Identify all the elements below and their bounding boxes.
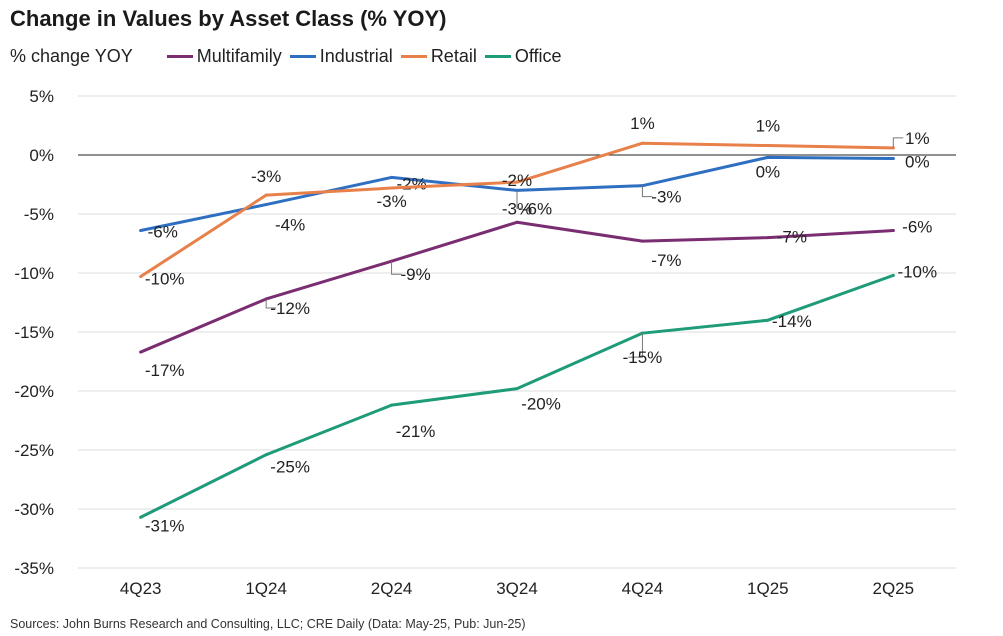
source-note: Sources: John Burns Research and Consult… [10,617,526,631]
x-tick-label: 1Q24 [245,579,287,598]
leader-line [892,137,904,148]
data-label-retail: -2% [502,171,532,190]
legend-swatch-multifamily [166,54,193,58]
data-label-multifamily: -7% [777,228,807,247]
y-tick-label: 5% [29,87,54,106]
legend-label-multifamily: Multifamily [196,45,282,66]
data-label-office: -20% [521,395,561,414]
y-tick-label: -5% [24,205,54,224]
data-label-multifamily: -9% [400,265,430,284]
data-point-office [515,387,519,391]
x-tick-label: 1Q25 [747,579,789,598]
data-point-industrial [766,155,770,159]
data-point-retail [139,275,143,279]
data-point-multifamily [891,229,895,233]
legend-swatch-retail [400,54,427,58]
data-point-office [891,273,895,277]
legend-item-industrial: Industrial [289,45,393,67]
data-label-industrial: -4% [275,216,305,235]
x-tick-label: 3Q24 [496,579,538,598]
data-label-multifamily: -7% [651,251,681,270]
legend: % change YOY Multifamily Industrial Reta… [10,44,570,68]
y-axis-label: % change YOY [10,45,133,66]
data-label-industrial: -2% [396,174,426,193]
data-label-office: -31% [145,516,185,535]
leader-line [641,185,653,198]
data-label-multifamily: -6% [902,218,932,237]
data-point-office [390,403,394,407]
legend-item-multifamily: Multifamily [166,45,282,67]
data-label-office: -15% [623,348,663,367]
x-tick-label: 4Q24 [622,579,664,598]
data-label-retail: 1% [756,117,781,136]
leader-line [516,190,523,209]
y-tick-label: 0% [29,146,54,165]
data-label-multifamily: -17% [145,361,185,380]
data-point-industrial [891,157,895,161]
data-label-retail: 1% [630,114,655,133]
data-point-retail [390,186,394,190]
x-tick-label: 2Q24 [371,579,413,598]
data-point-multifamily [139,350,143,354]
data-label-multifamily: -12% [270,299,310,318]
data-point-office [139,515,143,519]
y-tick-label: -20% [14,382,54,401]
data-point-multifamily [640,239,644,243]
data-label-industrial: -3% [651,188,681,207]
data-label-retail: -10% [145,270,185,289]
data-point-office [766,318,770,322]
y-tick-label: -25% [14,441,54,460]
data-label-office: -14% [772,312,812,331]
data-point-retail [515,180,519,184]
data-label-industrial: 0% [756,162,781,181]
data-label-retail: 1% [905,129,930,148]
legend-label-retail: Retail [430,45,477,66]
data-point-retail [264,193,268,197]
legend-swatch-office [484,54,511,58]
x-tick-label: 2Q25 [872,579,914,598]
data-point-retail [766,144,770,148]
data-point-office [264,453,268,457]
data-point-industrial [390,175,394,179]
data-point-retail [640,141,644,145]
data-point-industrial [264,203,268,207]
y-tick-label: -10% [14,264,54,283]
legend-item-office: Office [484,45,562,67]
legend-label-industrial: Industrial [319,45,393,66]
data-label-industrial: -6% [148,223,178,242]
legend-swatch-industrial [289,54,316,58]
x-tick-label: 4Q23 [120,579,162,598]
data-label-office: -10% [897,262,937,281]
data-label-industrial: 0% [905,153,930,172]
leader-line [265,298,277,309]
leader-line [391,261,402,275]
legend-item-retail: Retail [400,45,477,67]
y-tick-label: -35% [14,559,54,578]
data-label-office: -21% [396,422,436,441]
data-label-industrial: -6% [522,199,552,218]
data-point-multifamily [515,220,519,224]
data-point-multifamily [766,236,770,240]
chart-title: Change in Values by Asset Class (% YOY) [10,6,447,31]
data-label-office: -25% [270,458,310,477]
leader-line [628,333,643,358]
data-label-retail: -3% [376,192,406,211]
data-label-retail: -3% [251,167,281,186]
y-tick-label: -15% [14,323,54,342]
legend-label-office: Office [514,45,562,66]
y-tick-label: -30% [14,500,54,519]
data-point-industrial [139,229,143,233]
